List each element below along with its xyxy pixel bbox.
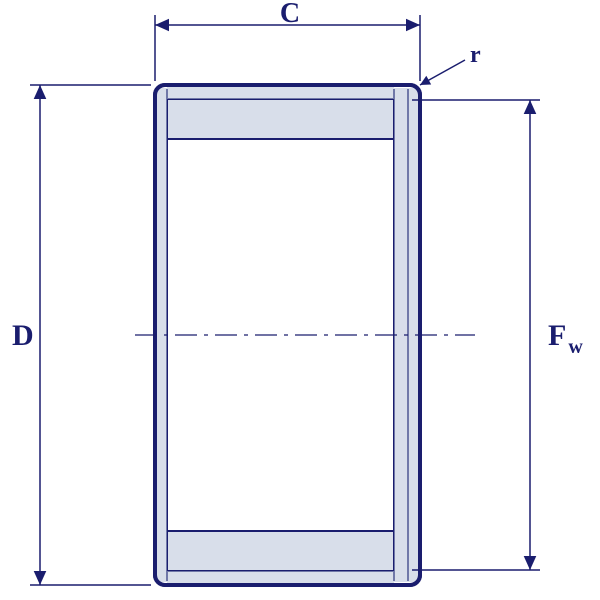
roller-top (167, 99, 394, 139)
dim-d-label: D (12, 319, 34, 352)
dim-r-label: r (470, 42, 481, 68)
dim-fw-label: Fw (548, 319, 583, 358)
dim-c-label: C (280, 0, 300, 29)
lip-bottom (167, 571, 394, 583)
lip-top (167, 87, 394, 99)
roller-bottom (167, 531, 394, 571)
